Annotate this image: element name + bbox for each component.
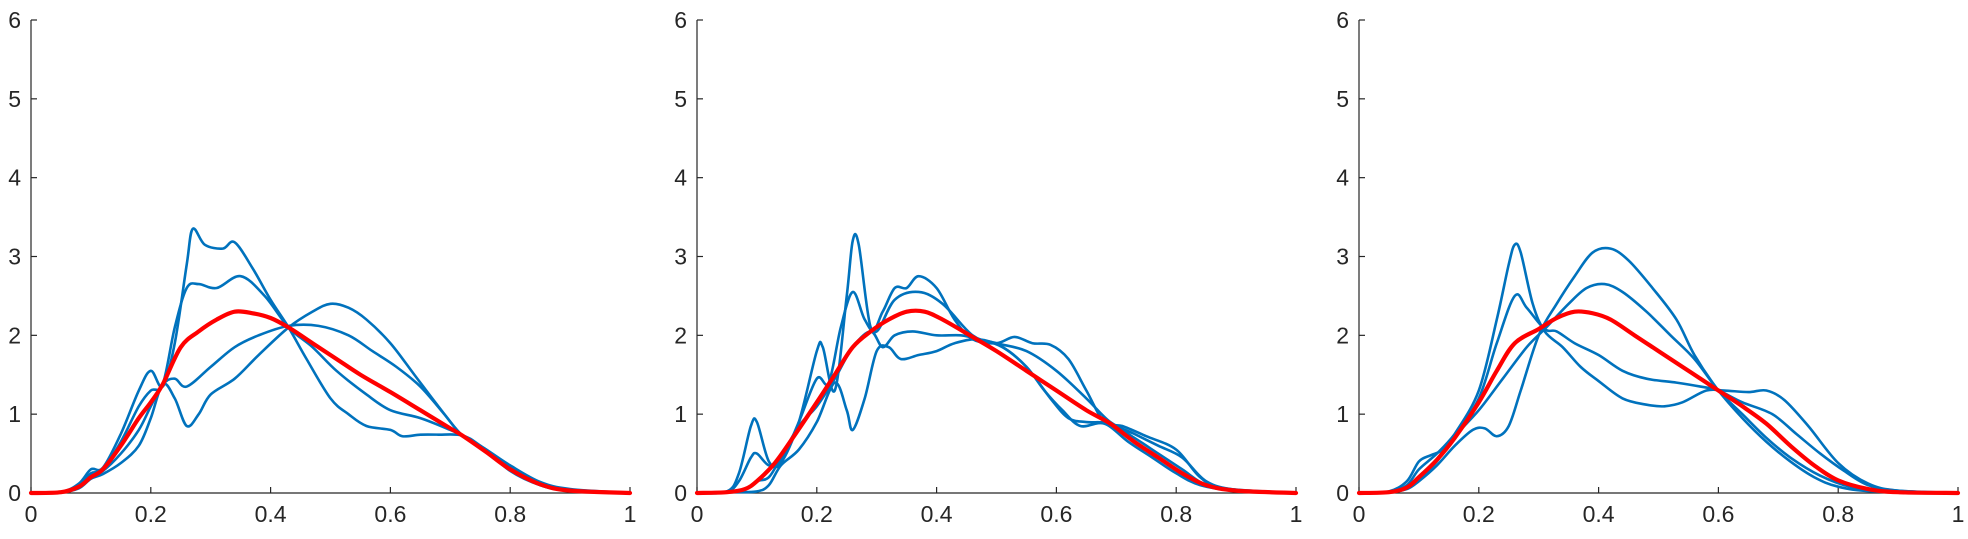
y-tick-label: 6	[1336, 7, 1349, 33]
x-tick-label: 0	[1353, 501, 1366, 527]
y-tick-label: 4	[674, 165, 687, 191]
series-line-2	[695, 290, 1298, 495]
y-tick-label: 2	[674, 322, 687, 348]
x-tick-label: 0.6	[1702, 501, 1734, 527]
chart-panel-1: 0 1 2 3 4 5 6 0 0.2 0.4 0.6 0.8 1	[8, 7, 636, 527]
y-tick-label: 6	[8, 7, 21, 33]
x-tick-label: 0.8	[1160, 501, 1192, 527]
chart-panel-2: 0 1 2 3 4 5 6 0 0.2 0.4 0.6 0.8 1	[674, 7, 1302, 527]
series-line-2	[1357, 293, 1960, 495]
series-line-4	[1357, 246, 1960, 495]
y-tick-label: 5	[674, 86, 687, 112]
series-line-3	[1357, 282, 1960, 495]
x-tick-label: 0.6	[1040, 501, 1072, 527]
series-line-mean	[28, 309, 633, 496]
y-tick-label: 0	[674, 480, 687, 506]
y-tick-label: 4	[8, 165, 21, 191]
y-tick-label: 1	[8, 401, 21, 427]
y-tick-label: 3	[674, 244, 687, 270]
series-line-mean	[1356, 309, 1961, 496]
y-tick-label: 4	[1336, 165, 1349, 191]
y-tick-label: 1	[674, 401, 687, 427]
x-tick-label: 0.2	[135, 501, 167, 527]
x-tick-label: 0.4	[1583, 501, 1615, 527]
y-tick-label: 2	[1336, 322, 1349, 348]
x-tick-label: 0.8	[1822, 501, 1854, 527]
chart-panel-3: 0 1 2 3 4 5 6 0 0.2 0.4 0.6 0.8 1	[1336, 7, 1964, 527]
y-tick-label: 3	[8, 244, 21, 270]
series-line-1	[1357, 242, 1960, 495]
x-tick-label: 0.4	[255, 501, 287, 527]
x-tick-label: 0.2	[801, 501, 833, 527]
series-line-2	[29, 274, 632, 495]
y-tick-label: 5	[1336, 86, 1349, 112]
series-line-3	[29, 323, 632, 495]
x-tick-label: 1	[1952, 501, 1965, 527]
series-line-1	[695, 232, 1298, 495]
y-tick-label: 5	[8, 86, 21, 112]
y-tick-label: 1	[1336, 401, 1349, 427]
x-tick-label: 0.6	[374, 501, 406, 527]
x-tick-label: 1	[1290, 501, 1303, 527]
y-tick-label: 0	[8, 480, 21, 506]
y-tick-label: 6	[674, 7, 687, 33]
series-line-4	[695, 337, 1298, 495]
y-tick-label: 3	[1336, 244, 1349, 270]
y-tick-label: 0	[1336, 480, 1349, 506]
x-tick-label: 0.8	[494, 501, 526, 527]
x-tick-label: 0	[691, 501, 704, 527]
x-tick-label: 1	[624, 501, 637, 527]
x-tick-label: 0.2	[1463, 501, 1495, 527]
x-tick-label: 0	[25, 501, 38, 527]
y-tick-label: 2	[8, 322, 21, 348]
x-tick-label: 0.4	[921, 501, 953, 527]
series-line-3	[695, 330, 1298, 495]
series-line-mean	[694, 308, 1299, 496]
